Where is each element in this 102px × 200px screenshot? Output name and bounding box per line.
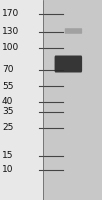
Text: 15: 15 [2, 152, 14, 160]
FancyBboxPatch shape [0, 0, 43, 200]
Text: 40: 40 [2, 98, 13, 106]
Text: 35: 35 [2, 108, 14, 116]
Text: 10: 10 [2, 166, 14, 174]
Text: 70: 70 [2, 66, 14, 74]
FancyBboxPatch shape [55, 55, 82, 72]
Text: 170: 170 [2, 9, 19, 19]
Text: 100: 100 [2, 44, 19, 52]
Text: 25: 25 [2, 123, 13, 132]
Text: 130: 130 [2, 27, 19, 36]
FancyBboxPatch shape [65, 28, 82, 34]
Text: 55: 55 [2, 82, 14, 90]
